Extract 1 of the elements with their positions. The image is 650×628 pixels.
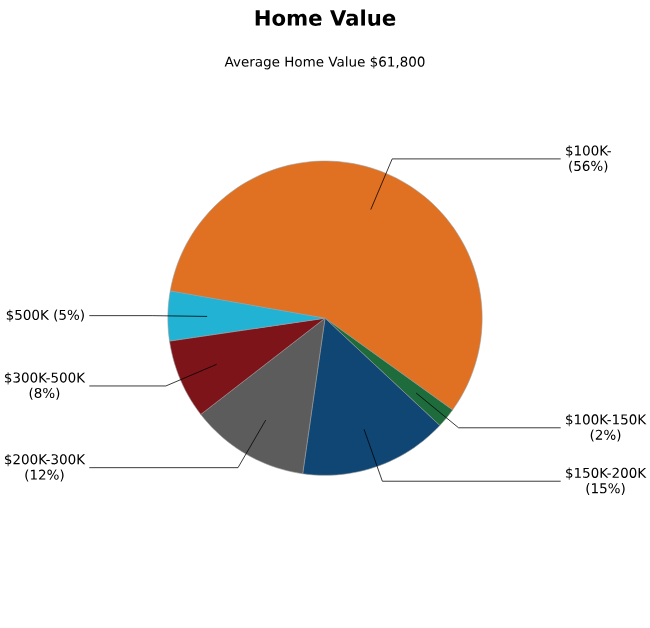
chart-title: Home Value [255, 9, 396, 26]
